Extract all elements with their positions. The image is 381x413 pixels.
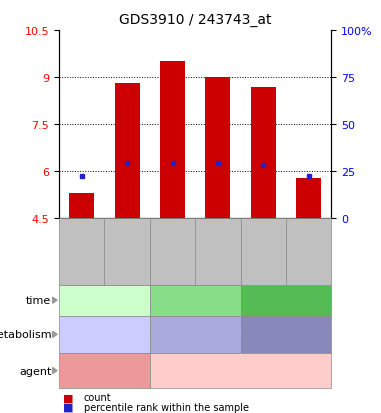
Text: cisplatin: cisplatin <box>217 366 264 376</box>
Text: control: control <box>89 330 120 339</box>
Title: GDS3910 / 243743_at: GDS3910 / 243743_at <box>119 13 272 27</box>
Text: 0 hour: 0 hour <box>86 295 123 306</box>
Text: count: count <box>84 392 112 402</box>
Text: GSM699781: GSM699781 <box>304 223 314 281</box>
Bar <box>69 194 94 219</box>
Text: percentile rank within the sample: percentile rank within the sample <box>84 402 249 412</box>
Bar <box>115 84 140 219</box>
Bar <box>251 88 276 219</box>
Text: glycolysis induction,
pH change: glycolysis induction, pH change <box>149 325 241 344</box>
Text: ■: ■ <box>63 392 74 402</box>
Text: GSM699778: GSM699778 <box>168 223 178 281</box>
Text: cell death initiation,
impedance change: cell death initiation, impedance change <box>241 325 331 344</box>
Text: GSM699777: GSM699777 <box>122 222 132 282</box>
Bar <box>205 78 231 219</box>
Text: control: control <box>85 366 124 376</box>
Text: 10-11 hours: 10-11 hours <box>253 295 320 306</box>
Text: GSM699780: GSM699780 <box>258 223 268 281</box>
Bar <box>296 178 321 219</box>
Text: GSM699779: GSM699779 <box>213 223 223 281</box>
Text: metabolism: metabolism <box>0 330 51 339</box>
Text: ■: ■ <box>63 402 74 412</box>
Text: time: time <box>26 295 51 306</box>
Text: 8-9 hours: 8-9 hours <box>169 295 222 306</box>
Text: GSM699776: GSM699776 <box>77 223 87 281</box>
Bar <box>160 62 185 219</box>
Text: agent: agent <box>19 366 51 376</box>
